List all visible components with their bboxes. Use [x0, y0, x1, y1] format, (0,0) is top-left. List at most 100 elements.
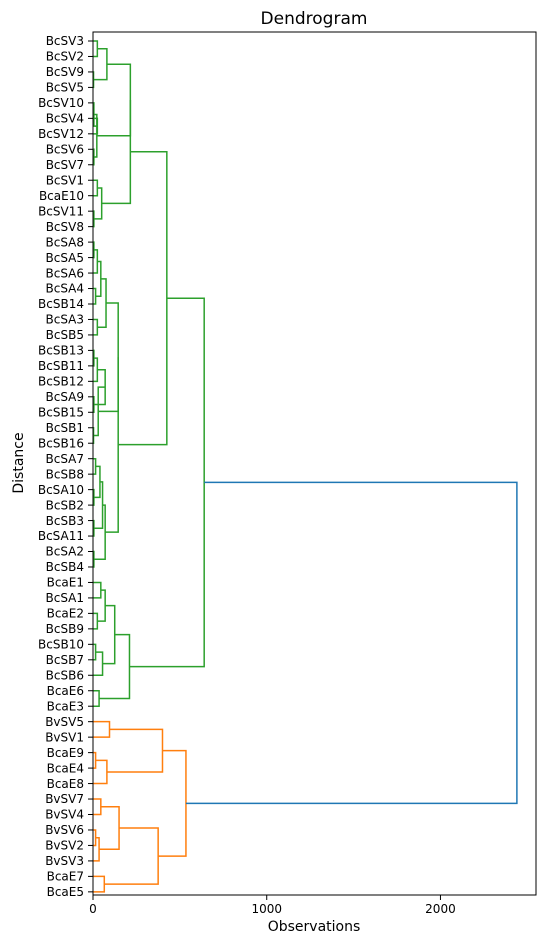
leaf-label: BvSV3 — [45, 854, 84, 868]
dendrogram-link — [118, 150, 168, 446]
leaf-label: BcSA3 — [45, 313, 84, 327]
leaf-label: BcaE5 — [47, 885, 84, 899]
dendrogram-link — [93, 47, 108, 81]
leaf-label: BcSV8 — [46, 220, 84, 234]
dendrogram-link — [93, 612, 99, 630]
leaf-label: BcSA8 — [45, 235, 84, 249]
y-axis-label: Distance — [11, 432, 27, 493]
leaf-label: BcSV7 — [46, 158, 84, 172]
dendrogram-link — [158, 749, 187, 857]
dendrogram-link — [93, 720, 111, 738]
dendrogram-link — [93, 875, 106, 893]
leaf-label: BvSV1 — [45, 730, 84, 744]
dendrogram-link — [98, 302, 119, 413]
leaf-label: BcSA6 — [45, 266, 84, 280]
leaf-label: BcSA2 — [45, 545, 84, 559]
leaf-label: BcaE8 — [47, 777, 84, 791]
leaf-label: BcSA4 — [45, 282, 84, 296]
x-tick-label: 2000 — [425, 902, 456, 916]
leaf-label: BcSB11 — [38, 359, 84, 373]
leaf-label: BcSV2 — [46, 50, 84, 64]
dendrogram-link — [99, 633, 131, 700]
leaf-label: BcSA7 — [45, 452, 84, 466]
leaf-label: BcSB12 — [38, 375, 84, 389]
leaf-label: BcaE6 — [47, 684, 84, 698]
chart-title: Dendrogram — [261, 9, 368, 29]
x-tick-label: 1000 — [251, 902, 282, 916]
x-axis-ticks: 0 1000 2000 — [89, 895, 456, 916]
leaf-label: BcaE7 — [47, 870, 84, 884]
dendrogram-link — [106, 728, 164, 773]
dendrogram-link — [104, 827, 159, 885]
leaf-label: BcSB15 — [38, 405, 84, 419]
dendrogram-link — [105, 357, 119, 533]
dendrogram-link — [93, 368, 106, 406]
leaf-label: BcaE9 — [47, 746, 84, 760]
dendrogram-link — [93, 759, 108, 785]
leaf-label: BcSA10 — [38, 483, 84, 497]
dendrogram-link — [93, 318, 99, 336]
dendrogram-links — [92, 40, 518, 893]
dendrogram-link — [102, 604, 116, 665]
leaf-label: BcSB14 — [38, 297, 84, 311]
dendrogram-link — [93, 179, 99, 197]
leaf-label: BcSA11 — [38, 529, 84, 543]
leaf-label: BvSV6 — [45, 823, 84, 837]
leaf-label: BvSV7 — [45, 792, 84, 806]
leaf-label: BcSB16 — [38, 436, 84, 450]
leaf-label: BcaE2 — [47, 607, 84, 621]
leaf-label: BcSB10 — [38, 638, 84, 652]
dendrogram-link — [93, 581, 102, 599]
leaf-label: BcSB4 — [46, 560, 84, 574]
leaf-label: BcSV10 — [38, 96, 84, 110]
plot-frame — [92, 31, 537, 896]
leaf-label: BcSB1 — [46, 421, 84, 435]
dendrogram-link — [93, 40, 99, 58]
leaf-label: BcaE3 — [47, 699, 84, 713]
dendrogram-link — [93, 249, 99, 274]
leaf-label: BcaE4 — [47, 761, 84, 775]
leaf-label: BcSV5 — [46, 81, 84, 95]
leaf-label: BcSB2 — [46, 498, 84, 512]
dendrogram-link — [185, 481, 518, 805]
dendrogram-link — [93, 798, 102, 816]
dendrogram-link — [129, 297, 205, 668]
leaf-label: BcaE10 — [39, 189, 84, 203]
dendrogram-link — [93, 357, 99, 383]
leaf-label: BvSV2 — [45, 839, 84, 853]
leaf-label: BcSB8 — [46, 467, 84, 481]
dendrogram-link — [93, 187, 103, 220]
dendrogram-link — [96, 63, 132, 137]
x-axis-label: Observations — [268, 919, 361, 935]
leaf-label: BcSA5 — [45, 251, 84, 265]
leaf-label: BcSB3 — [46, 514, 84, 528]
leaf-label: BcSB13 — [38, 344, 84, 358]
dendrogram-link — [95, 260, 102, 298]
leaf-label: BcaE1 — [47, 576, 84, 590]
leaf-label: BcSV12 — [38, 127, 84, 141]
dendrogram-link — [97, 278, 107, 328]
leaf-label: BcSV1 — [46, 173, 84, 187]
leaf-label: BvSV5 — [45, 715, 84, 729]
leaf-label: BcSV11 — [38, 204, 84, 218]
dendrogram-link — [93, 504, 106, 560]
leaf-label: BcSV9 — [46, 65, 84, 79]
dendrogram-link — [99, 806, 120, 851]
leaf-label: BcSA1 — [45, 591, 84, 605]
dendrogram-link — [93, 689, 100, 707]
leaf-label: BcSV3 — [46, 34, 84, 48]
leaf-labels: BcSV3BcSV2BcSV9BcSV5BcSV10BcSV4BcSV12BcS… — [38, 34, 93, 899]
leaf-label: BcSV4 — [46, 112, 84, 126]
leaf-label: BcSB5 — [46, 328, 84, 342]
dendrogram-link — [93, 465, 101, 499]
leaf-label: BcSV6 — [46, 142, 84, 156]
dendrogram-link — [93, 481, 104, 530]
leaf-label: BcSB9 — [46, 622, 84, 636]
leaf-label: BcSB6 — [46, 668, 84, 682]
leaf-label: BcSA9 — [45, 390, 84, 404]
leaf-label: BvSV4 — [45, 808, 84, 822]
dendrogram-link — [101, 99, 132, 205]
leaf-label: BcSB7 — [46, 653, 84, 667]
dendrogram-link — [93, 651, 104, 677]
